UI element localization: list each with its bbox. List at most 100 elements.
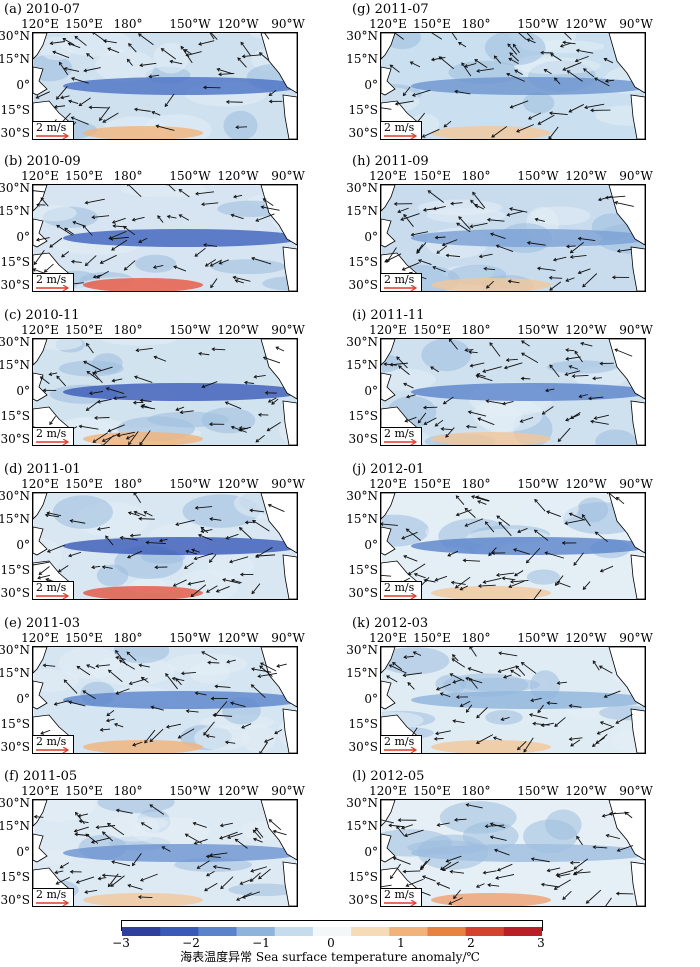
wind-arrow: [467, 667, 483, 674]
landmass: [630, 400, 645, 445]
wind-arrow: [396, 356, 408, 369]
longitude-label: 90°W: [271, 784, 305, 798]
anomaly-patch: [37, 339, 83, 351]
wind-arrow: [204, 259, 217, 267]
latitude-label: 0°: [364, 845, 378, 859]
wind-arrow: [137, 895, 153, 899]
reference-vector-box: 2 m/s: [381, 273, 422, 291]
anomaly-patch: [33, 54, 73, 82]
landmass: [282, 554, 297, 599]
wind-arrow: [458, 216, 471, 230]
wind-arrow: [432, 266, 446, 273]
wind-arrow: [520, 662, 537, 674]
wind-arrow: [436, 822, 450, 827]
wind-arrow: [193, 552, 214, 561]
longitude-label: 120°W: [565, 17, 607, 31]
wind-arrow: [556, 581, 571, 588]
wind-arrow: [244, 520, 256, 525]
wind-arrow: [133, 510, 146, 517]
sst-map: 2 m/s: [380, 338, 646, 446]
wind-arrow: [509, 207, 528, 213]
wind-arrow: [144, 729, 156, 744]
longitude-label: 150°W: [517, 784, 559, 798]
wind-arrow: [397, 207, 409, 214]
wind-arrow: [196, 860, 210, 869]
reference-vector-box: 2 m/s: [33, 427, 74, 445]
sst-field: [381, 800, 645, 906]
wind-arrow: [132, 741, 143, 747]
longitude-label: 120°E: [21, 323, 59, 337]
wind-arrow: [590, 108, 611, 113]
wind-arrow: [55, 876, 70, 885]
equatorial-anomaly-belt: [63, 844, 297, 862]
colorbar-segment: [503, 927, 543, 936]
reference-vector-arrow: [36, 747, 70, 753]
panel-title: (e) 2011-03: [4, 616, 80, 631]
longitude-label: 120°W: [565, 323, 607, 337]
wind-arrow: [562, 890, 572, 901]
wind-arrow: [107, 669, 123, 683]
landmass: [260, 647, 297, 708]
wind-arrow: [154, 565, 168, 570]
wind-arrow: [234, 279, 244, 284]
anomaly-patch: [91, 353, 123, 374]
wind-arrow: [562, 61, 582, 71]
wind-arrow: [92, 432, 109, 443]
wind-arrow: [403, 213, 414, 227]
wind-arrow: [520, 376, 531, 381]
wind-arrow: [138, 663, 150, 668]
colorbar-gradient: [122, 927, 543, 936]
wind-arrow: [580, 341, 593, 347]
anomaly-patch: [381, 647, 450, 675]
wind-arrow: [506, 72, 525, 82]
wind-arrow: [540, 50, 553, 55]
wind-arrow: [433, 736, 444, 741]
wind-arrow: [210, 696, 228, 701]
wind-arrow: [417, 259, 432, 265]
wind-arrow: [498, 651, 518, 657]
wind-arrow: [436, 245, 448, 254]
wind-arrow: [139, 873, 158, 882]
wind-arrow: [497, 666, 517, 673]
wind-arrow: [241, 54, 261, 59]
latitude-label: 0°: [16, 384, 30, 398]
wind-arrow: [35, 91, 50, 99]
wind-arrow: [482, 870, 497, 875]
longitude-label: 90°W: [271, 477, 305, 491]
wind-arrow: [175, 519, 195, 526]
wind-arrow: [214, 701, 228, 717]
latitude-label: 30°N: [0, 181, 30, 195]
wind-arrow: [496, 515, 510, 526]
wind-arrow: [484, 824, 505, 829]
latitude-label: 30°N: [346, 335, 378, 349]
wind-arrow: [475, 883, 485, 888]
wind-arrow: [211, 347, 226, 352]
wind-arrow: [403, 655, 414, 659]
landmass: [33, 526, 48, 556]
wind-arrow: [548, 111, 568, 116]
wind-arrow: [455, 495, 465, 505]
wind-arrow: [570, 739, 581, 747]
wind-arrow: [96, 270, 109, 279]
wind-arrow: [201, 202, 219, 207]
wind-arrow: [594, 77, 610, 87]
wind-arrow: [489, 342, 501, 357]
wind-arrow: [69, 869, 82, 874]
wind-arrow: [447, 550, 459, 557]
reference-vector-box: 2 m/s: [381, 735, 422, 753]
wind-arrow: [197, 533, 213, 541]
wind-arrow: [207, 660, 220, 665]
wind-arrow: [225, 99, 243, 104]
wind-arrow: [112, 224, 127, 228]
longitude-label: 120°E: [369, 477, 407, 491]
reference-vector-arrow: [384, 439, 418, 445]
colorbar-title: 海表温度异常 Sea surface temperature anomaly/℃: [180, 950, 480, 964]
wind-arrow: [503, 674, 512, 679]
wind-arrow: [75, 876, 95, 884]
latitude-label: 30°N: [346, 643, 378, 657]
wind-arrow: [465, 676, 483, 684]
wind-arrow: [546, 510, 561, 517]
wind-arrow: [262, 356, 281, 364]
landmass: [33, 218, 48, 248]
wind-arrow: [584, 103, 605, 110]
